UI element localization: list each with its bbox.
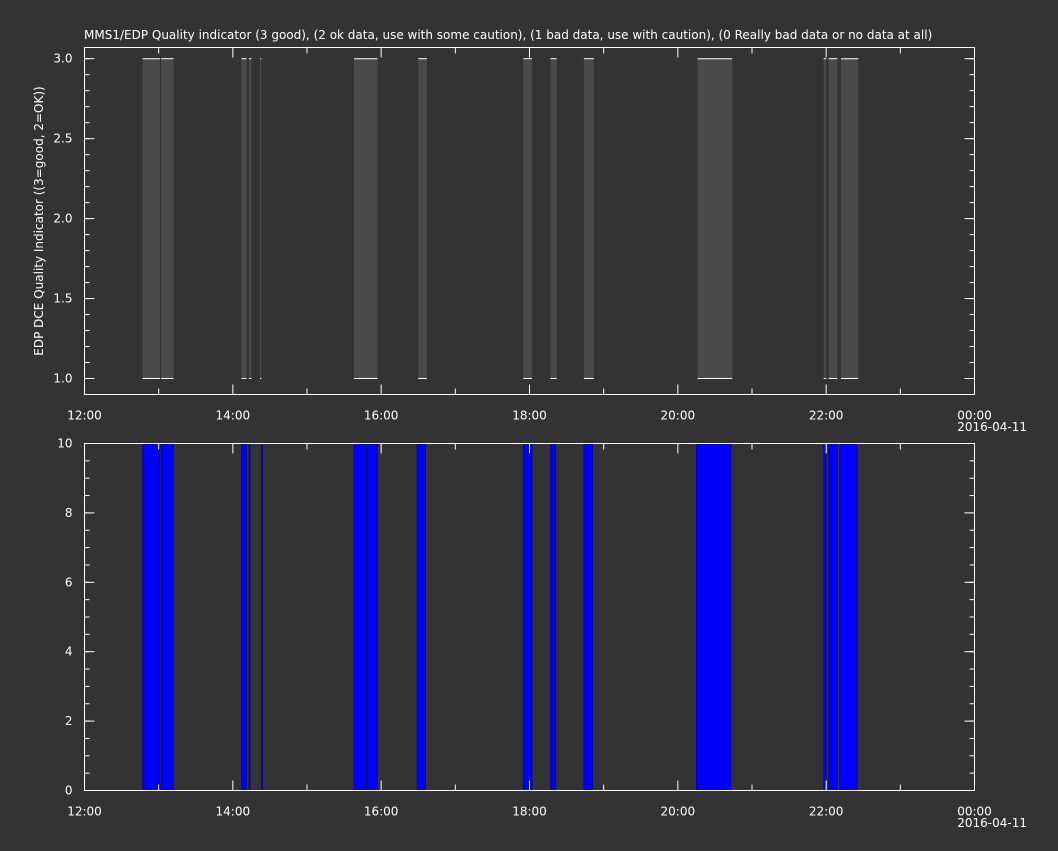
quality-band (823, 58, 827, 379)
bottom-x-axis: 12:00 14:00 16:00 18:00 20:00 22:00 00:00 (67, 443, 992, 819)
quality-band (241, 58, 247, 379)
bottom-y-tick-label: 2 (65, 714, 73, 728)
top-x-date-label: 2016-04-11 (957, 420, 1027, 434)
top-y-tick-label: 3.0 (53, 52, 72, 66)
bitmask-bar (248, 443, 251, 791)
top-x-tick-label: 20:00 (661, 409, 696, 423)
bottom-x-tick-label: 00:00 (957, 805, 992, 819)
top-x-tick-label: 12:00 (67, 409, 102, 423)
quality-band (418, 58, 427, 379)
bitmask-bar (550, 443, 556, 791)
top-x-tick-label: 18:00 (512, 409, 547, 423)
bitmask-bar (839, 443, 858, 791)
top-x-tick-label: 14:00 (216, 409, 251, 423)
quality-indicator-panel: MMS1/EDP Quality indicator (3 good), (2 … (32, 28, 1027, 434)
quality-band (248, 58, 252, 379)
bottom-x-date-label: 2016-04-11 (957, 816, 1027, 830)
bitmask-bar (696, 443, 732, 791)
bottom-x-tick-label: 22:00 (809, 805, 844, 819)
top-x-axis: 12:00 14:00 16:00 18:00 20:00 22:00 00:00 (67, 47, 992, 423)
top-y-axis-label: EDP DCE Quality Indicator ((3=good, 2=OK… (32, 86, 46, 355)
bitmask-bar (353, 443, 367, 791)
bitmask-bar (416, 443, 426, 791)
top-x-tick-label: 22:00 (809, 409, 844, 423)
top-x-tick-label: 16:00 (364, 409, 399, 423)
quality-band (353, 58, 378, 379)
top-y-tick-label: 1.5 (53, 292, 72, 306)
top-y-tick-label: 2.5 (53, 132, 72, 146)
top-y-tick-label: 2.0 (53, 212, 72, 226)
bottom-x-tick-label: 16:00 (364, 805, 399, 819)
bottom-x-tick-label: 20:00 (661, 805, 696, 819)
bottom-x-tick-label: 18:00 (512, 805, 547, 819)
bottom-y-tick-label: 8 (65, 506, 73, 520)
bottom-x-tick-label: 12:00 (67, 805, 102, 819)
top-x-tick-label: 00:00 (957, 409, 992, 423)
quality-band (142, 58, 160, 379)
quality-band (260, 58, 262, 379)
bitmask-bar (583, 443, 593, 791)
chart-title: MMS1/EDP Quality indicator (3 good), (2 … (84, 28, 932, 42)
bottom-y-tick-label: 4 (65, 645, 73, 659)
bitmask-bar (523, 443, 533, 791)
top-y-tick-label: 1.0 (53, 372, 72, 386)
quality-band (550, 58, 557, 379)
bitmask-bar (260, 443, 263, 791)
bottom-y-tick-label: 10 (57, 437, 72, 451)
bitmask-bar (828, 443, 838, 791)
bottom-y-tick-label: 6 (65, 575, 73, 589)
quality-band (523, 58, 532, 379)
quality-bars-group (142, 58, 859, 380)
bitmask-bar (823, 443, 827, 791)
bitmask-bar (241, 443, 247, 791)
quality-band (583, 58, 594, 379)
bottom-y-tick-label: 0 (65, 784, 73, 798)
bottom-x-tick-label: 14:00 (216, 805, 251, 819)
bitmask-bar (367, 443, 378, 791)
bitmask-bar (142, 443, 161, 791)
bitmask-panel: 0 2 4 6 8 10 12:00 14:00 16:00 18:00 20:00 22:00 00… (57, 437, 1027, 831)
quality-band (841, 58, 859, 379)
quality-band (697, 58, 733, 379)
quality-band (828, 58, 838, 379)
quality-band (161, 58, 174, 379)
bitmask-bar (160, 443, 174, 791)
bottom-y-axis: 0 2 4 6 8 10 (57, 437, 975, 798)
top-y-axis: 1.0 1.5 2.0 2.5 3.0 (53, 52, 975, 395)
